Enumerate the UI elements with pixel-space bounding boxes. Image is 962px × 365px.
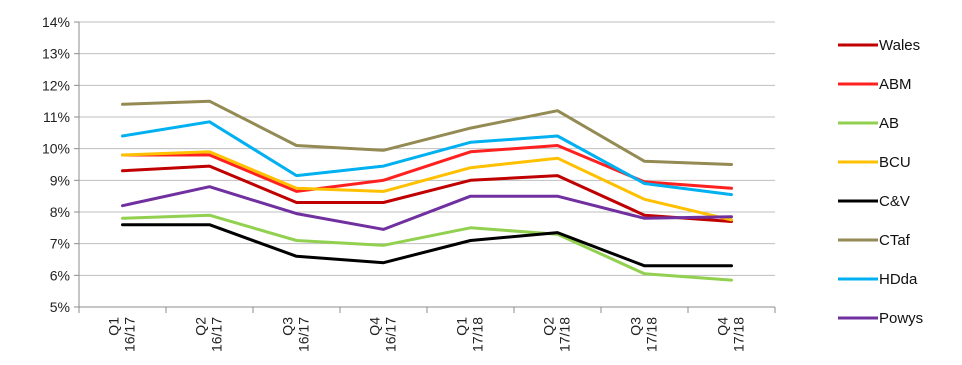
- legend: Wales ABM AB BCU C&V CTaf HDda Powys: [838, 37, 923, 327]
- legend-label: Powys: [879, 310, 923, 327]
- x-tick-label: Q4 17/18: [715, 317, 747, 352]
- y-tick-label: 10%: [42, 141, 70, 157]
- x-axis-ticks: Q1 16/17 Q2 16/17 Q3 16/17 Q4 16/17 Q1 17/18 Q2 17/…: [106, 317, 747, 352]
- x-tick-label: Q2 17/18: [541, 317, 573, 352]
- x-tick-label-year: 17/18: [731, 317, 747, 352]
- x-tick-label-year: 17/18: [557, 317, 573, 352]
- legend-label: CTaf: [879, 232, 911, 249]
- axes: [74, 21, 776, 313]
- series-line-ctaf: [121, 99, 733, 166]
- legend-label: AB: [879, 115, 899, 132]
- y-tick-label: 14%: [42, 14, 70, 30]
- x-tick-label-year: 17/18: [644, 317, 660, 352]
- y-tick-label: 13%: [42, 46, 70, 62]
- y-tick-label: 12%: [42, 77, 70, 93]
- x-tick-label-year: 17/18: [470, 317, 486, 352]
- x-tick-label: Q2 16/17: [193, 317, 225, 352]
- x-tick-label: Q1 17/18: [454, 317, 486, 352]
- legend-label: HDda: [879, 271, 918, 288]
- y-tick-label: 11%: [43, 109, 70, 125]
- legend-label: ABM: [879, 76, 912, 93]
- series-line-powys: [121, 185, 733, 231]
- series-line-bcu: [121, 150, 733, 222]
- y-tick-label: 8%: [50, 204, 70, 220]
- x-tick-label-year: 16/17: [209, 317, 225, 352]
- legend-label: Wales: [879, 37, 920, 54]
- legend-item: Wales: [838, 37, 920, 54]
- x-tick-label-quarter: Q4: [715, 317, 731, 336]
- legend-item: AB: [838, 115, 899, 132]
- x-tick-label: Q3 16/17: [280, 317, 312, 352]
- x-tick-label-quarter: Q1: [454, 317, 470, 336]
- y-axis-ticks: 5% 6% 7% 8% 9% 10% 11% 12% 13% 14%: [42, 14, 70, 315]
- legend-item: Powys: [838, 310, 923, 327]
- series-line-ab: [121, 213, 733, 282]
- legend-item: CTaf: [838, 232, 911, 249]
- x-tick-label-quarter: Q3: [280, 317, 296, 336]
- x-tick-label-quarter: Q1: [106, 317, 122, 336]
- x-tick-label-quarter: Q4: [367, 317, 383, 336]
- y-tick-label: 7%: [50, 236, 70, 252]
- x-tick-label: Q1 16/17: [106, 317, 138, 352]
- legend-label: BCU: [879, 154, 911, 171]
- y-tick-label: 5%: [50, 299, 70, 315]
- x-tick-label-quarter: Q2: [193, 317, 209, 336]
- series-lines: [121, 99, 733, 282]
- y-tick-label: 9%: [50, 172, 70, 188]
- series-line-wales: [121, 164, 733, 223]
- x-tick-label-year: 16/17: [122, 317, 138, 352]
- series-line-hdda: [121, 120, 733, 197]
- x-tick-label-quarter: Q2: [541, 317, 557, 336]
- x-tick-label: Q4 16/17: [367, 317, 399, 352]
- legend-item: ABM: [838, 76, 912, 93]
- x-tick-label-year: 16/17: [296, 317, 312, 352]
- legend-label: C&V: [879, 193, 910, 210]
- x-tick-label-quarter: Q3: [628, 317, 644, 336]
- y-tick-label: 6%: [50, 267, 70, 283]
- legend-item: HDda: [838, 271, 918, 288]
- x-tick-label: Q3 17/18: [628, 317, 660, 352]
- grid-lines: [79, 21, 775, 276]
- series-line-c-v: [121, 223, 733, 268]
- legend-item: C&V: [838, 193, 910, 210]
- legend-item: BCU: [838, 154, 911, 171]
- x-tick-label-year: 16/17: [383, 317, 399, 352]
